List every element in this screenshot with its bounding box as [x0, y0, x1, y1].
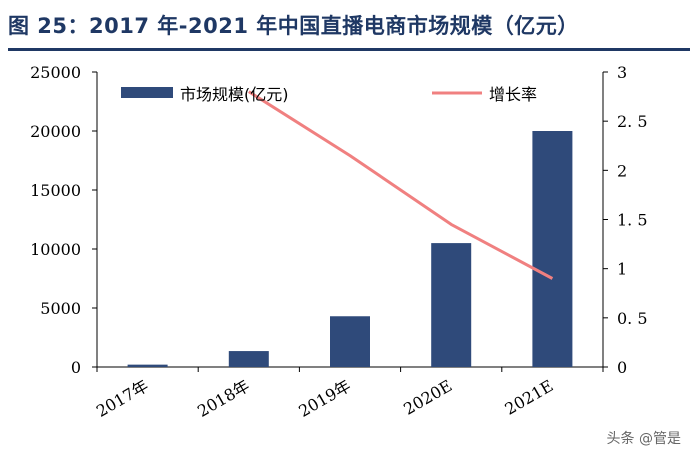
- legend-label-bar: 市场规模(亿元): [180, 85, 289, 104]
- bar: [532, 131, 573, 367]
- bar: [431, 243, 472, 367]
- right-tick-label: 0. 5: [617, 309, 648, 328]
- right-tick-label: 2. 5: [617, 112, 648, 131]
- left-tick-label: 15000: [30, 181, 81, 200]
- growth-rate-line: [247, 90, 554, 280]
- x-tick-label: 2017年: [93, 376, 152, 421]
- x-tick-label: 2020E: [400, 376, 455, 419]
- x-axis-ticks: 2017年 2018年 2019年 2020E 2021E: [93, 376, 556, 421]
- x-tick-label: 2018年: [194, 376, 253, 421]
- bar: [330, 316, 370, 367]
- right-tick-label: 2: [617, 161, 627, 180]
- left-axis-ticks: 0 5000 10000 15000 20000 25000: [30, 63, 97, 377]
- left-tick-label: 0: [71, 358, 81, 377]
- right-tick-label: 1: [617, 260, 627, 279]
- title-underline: [8, 48, 690, 51]
- right-tick-label: 3: [617, 63, 627, 82]
- bar: [228, 351, 269, 367]
- x-tick-label: 2019年: [295, 376, 354, 421]
- chart-title: 图 25：2017 年-2021 年中国直播电商市场规模（亿元）: [8, 14, 579, 38]
- legend-swatch-bar: [121, 87, 173, 98]
- left-tick-label: 10000: [30, 240, 81, 259]
- right-axis-ticks: 0 0. 5 1 1. 5 2 2. 5 3: [603, 63, 648, 377]
- watermark: 头条 @管是: [606, 431, 681, 447]
- left-tick-label: 5000: [40, 299, 81, 318]
- line-series: [247, 90, 554, 280]
- x-tick-label: 2021E: [502, 376, 557, 419]
- left-tick-label: 25000: [30, 63, 81, 82]
- left-tick-label: 20000: [30, 122, 81, 141]
- legend-label-line: 增长率: [489, 85, 537, 104]
- legend: 市场规模(亿元) 增长率: [121, 85, 537, 104]
- right-tick-label: 0: [617, 358, 627, 377]
- bar: [127, 364, 168, 367]
- bar-series: [127, 131, 573, 367]
- right-tick-label: 1. 5: [617, 211, 648, 230]
